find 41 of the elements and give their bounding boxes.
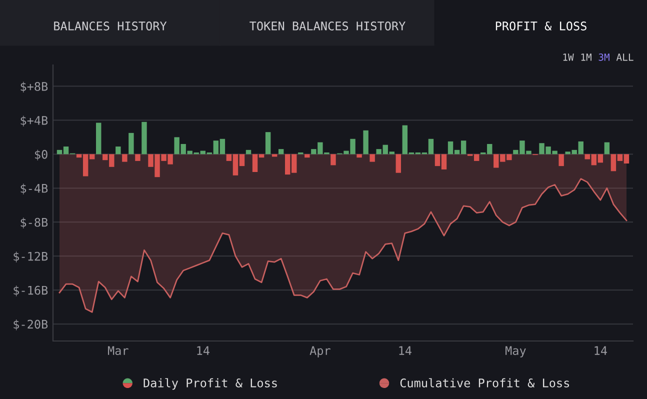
y-tick-label: $-20B xyxy=(14,320,48,330)
x-tick-label: 14 xyxy=(197,346,210,355)
y-tick-label: $+8B xyxy=(20,82,48,92)
y-tick-label: $-8B xyxy=(20,218,48,228)
y-tick-label: $+4B xyxy=(20,116,48,126)
bar xyxy=(396,154,401,173)
bar xyxy=(304,154,310,158)
bar xyxy=(128,132,134,154)
bar xyxy=(272,154,278,157)
bar xyxy=(330,154,336,166)
legend-label: Cumulative Profit & Loss xyxy=(400,378,570,388)
legend-label: Daily Profit & Loss xyxy=(144,378,277,390)
y-tick-label: $0 xyxy=(35,150,48,160)
bar xyxy=(246,150,252,154)
bar xyxy=(558,154,564,166)
x-tick-label: Apr xyxy=(310,346,330,358)
x-tick-label: Mar xyxy=(108,346,128,356)
text: 1W xyxy=(563,54,574,61)
x-tick-label: May xyxy=(506,346,526,358)
bar xyxy=(370,154,375,162)
x-tick-label: 14 xyxy=(399,346,412,355)
bar xyxy=(96,122,102,154)
y-tick-label: $-4B xyxy=(20,184,48,194)
text: BALANCES HISTORY xyxy=(54,22,167,30)
bar xyxy=(363,130,368,154)
bar xyxy=(122,154,128,162)
text: 3M xyxy=(598,53,610,61)
text: ALL xyxy=(616,54,634,61)
text: TOKEN BALANCES HISTORY xyxy=(250,22,406,30)
text: 1M xyxy=(581,54,592,61)
bar xyxy=(356,154,362,158)
y-tick-label: $-12B xyxy=(14,252,48,262)
bar xyxy=(278,149,284,154)
bar xyxy=(135,154,140,161)
bar xyxy=(604,142,610,154)
bar xyxy=(116,146,121,154)
text: PROFIT & LOSS xyxy=(496,22,586,30)
x-tick-label: 14 xyxy=(594,346,607,355)
bar xyxy=(142,122,147,154)
y-tick-label: $-16B xyxy=(14,286,48,296)
bar xyxy=(265,132,271,154)
